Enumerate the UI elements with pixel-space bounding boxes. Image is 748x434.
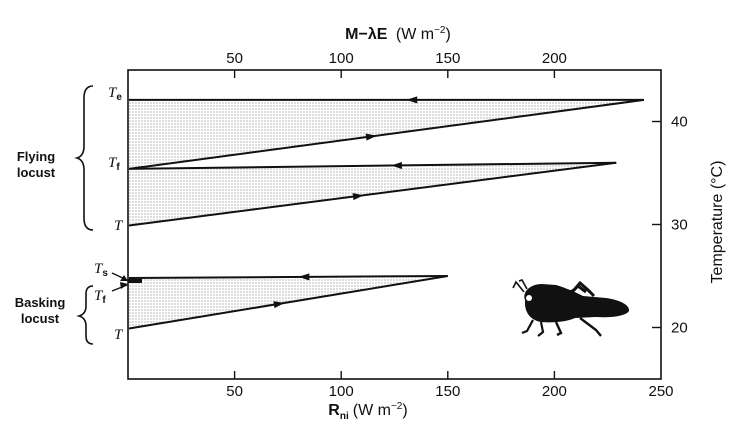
wedge-3	[128, 273, 448, 330]
tf-label-basking: Tf	[94, 288, 106, 306]
right-tick-label: 20	[671, 320, 688, 337]
top-tick-label: 200	[542, 50, 567, 67]
tf-label-flying: Tf	[108, 155, 120, 173]
wedge-arrow-right	[273, 301, 285, 309]
t-label-flying: T	[114, 218, 124, 234]
wedge-lower-edge	[128, 275, 448, 330]
wedge-lower-edge	[128, 161, 617, 227]
bottom-tick-label: 250	[648, 383, 673, 400]
ts-marker	[128, 279, 142, 283]
top-tick-label: 50	[226, 50, 243, 67]
wedge-arrow-left	[298, 273, 310, 281]
t-label-basking: T	[114, 327, 124, 343]
ts-pointer-arrow	[111, 272, 128, 281]
wedge-arrow-left	[390, 161, 402, 169]
wedge-1	[128, 96, 645, 170]
right-tick-label: 30	[671, 217, 688, 234]
bottom-tick-label: 200	[542, 383, 567, 400]
right-axis: 20 30 40	[652, 114, 688, 337]
basking-brace	[76, 285, 94, 345]
bottom-axis-title: Rni (W m−2)	[328, 401, 407, 422]
energy-wedges	[128, 96, 645, 330]
flying-label-2: locust	[17, 165, 56, 180]
bottom-tick-label: 100	[329, 383, 354, 400]
bottom-tick-label: 150	[435, 383, 460, 400]
wedge-2	[128, 161, 617, 227]
flying-label: Flying	[17, 149, 55, 164]
wedge-lower-edge	[128, 98, 645, 170]
top-tick-label: 150	[435, 50, 460, 67]
wedge-arrow-left	[406, 96, 418, 104]
top-axis-title: M−λE (W m−2)	[345, 25, 451, 43]
basking-label-2: locust	[21, 311, 60, 326]
wedge-arrow-right	[365, 133, 377, 141]
locust-silhouette	[512, 279, 630, 337]
bottom-axis: 50 100 150 200 250	[226, 371, 674, 400]
ts-label: Ts	[94, 261, 108, 279]
te-label: Te	[108, 85, 122, 103]
right-tick-label: 40	[671, 114, 688, 131]
basking-label: Basking	[15, 295, 66, 310]
top-axis: 50 100 150 200	[226, 50, 567, 78]
right-axis-title: Temperature (°C)	[709, 161, 726, 284]
wedge-arrow-right	[352, 193, 364, 201]
wedge-upper-edge	[128, 275, 448, 280]
top-tick-label: 100	[329, 50, 354, 67]
flying-brace	[74, 85, 94, 231]
wedge-upper-edge	[128, 161, 617, 170]
bottom-tick-label: 50	[226, 383, 243, 400]
tf-pointer-arrow	[111, 282, 128, 292]
